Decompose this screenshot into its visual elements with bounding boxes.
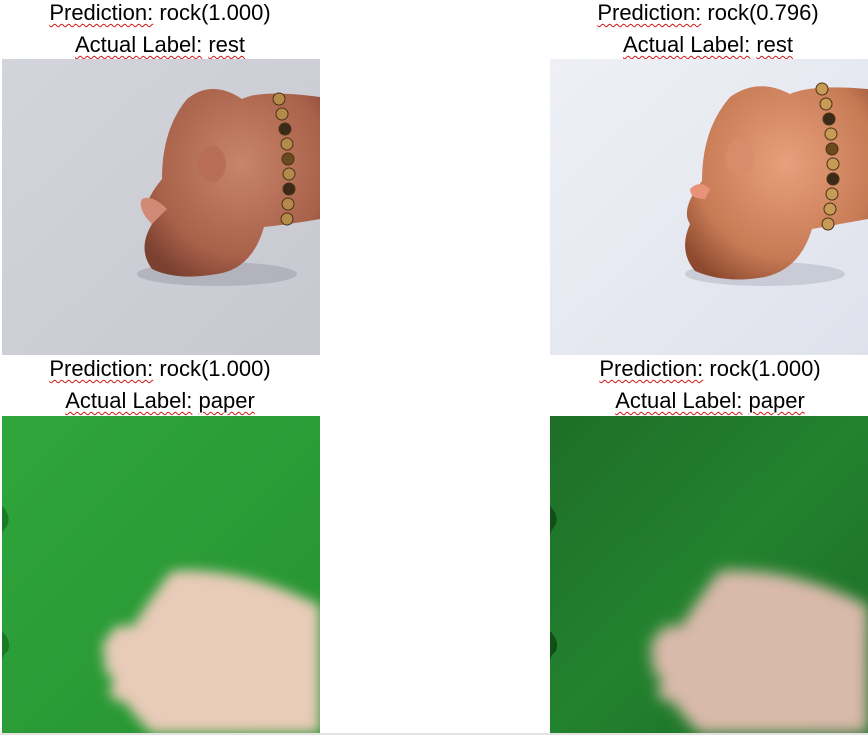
- prediction-value: rock(1.000): [159, 0, 271, 25]
- actual-label: Actual Label:: [65, 388, 193, 413]
- prediction-value: rock(1.000): [709, 356, 821, 381]
- actual-value: paper: [198, 388, 255, 413]
- panel-4-prediction: Prediction: rock(1.000): [550, 353, 868, 385]
- actual-value: paper: [748, 388, 805, 413]
- prediction-label: Prediction:: [597, 0, 702, 25]
- prediction-label: Prediction:: [49, 356, 154, 381]
- panel-2-actual: Actual Label: rest: [548, 29, 868, 61]
- panel-1-actual: Actual Label: rest: [0, 29, 320, 61]
- prediction-value: rock(1.000): [159, 356, 271, 381]
- panel-2-prediction: Prediction: rock(0.796): [548, 0, 868, 29]
- actual-label: Actual Label:: [615, 388, 743, 413]
- panel-3-image: [2, 416, 320, 733]
- actual-label: Actual Label:: [74, 32, 203, 57]
- prediction-value: rock(0.796): [707, 0, 819, 25]
- panel-3-actual: Actual Label: paper: [0, 385, 320, 417]
- actual-value: rest: [756, 32, 793, 57]
- actual-label: Actual Label:: [622, 32, 751, 57]
- prediction-label: Prediction:: [49, 0, 154, 25]
- prediction-label: Prediction:: [599, 356, 704, 381]
- panel-2-image: [550, 59, 868, 355]
- panel-4-image: [550, 416, 868, 733]
- panel-4-actual: Actual Label: paper: [550, 385, 868, 417]
- actual-value: rest: [208, 32, 245, 57]
- page-bottom-border: [0, 733, 868, 735]
- panel-1-prediction: Prediction: rock(1.000): [0, 0, 320, 29]
- panel-3-prediction: Prediction: rock(1.000): [0, 353, 320, 385]
- panel-1-image: [2, 59, 320, 355]
